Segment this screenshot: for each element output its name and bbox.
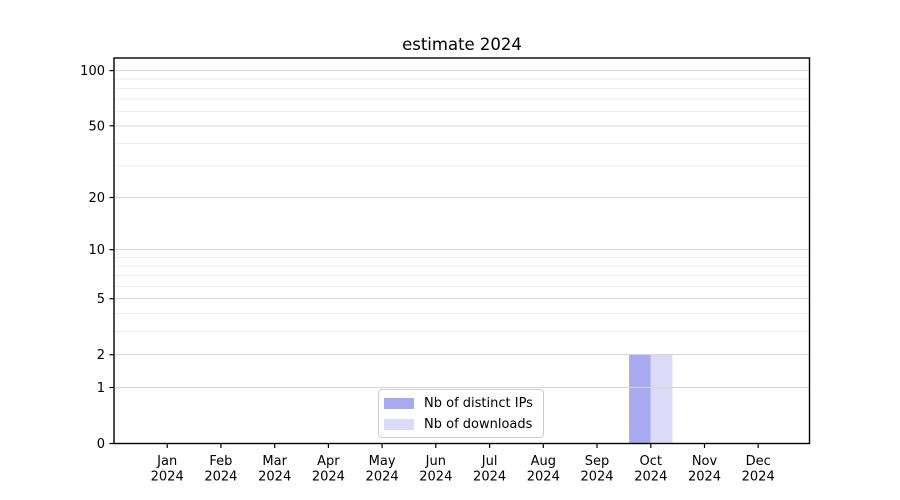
y-tick-label: 100 [80,64,105,79]
x-tick-label-year: 2024 [527,470,560,485]
x-tick-label-month: Aug [531,454,556,469]
legend: Nb of distinct IPs Nb of downloads [378,389,544,438]
x-tick-label-year: 2024 [688,470,721,485]
plot-border [113,57,811,445]
x-tick-label-year: 2024 [473,470,506,485]
legend-swatch-1 [384,418,414,430]
legend-swatch-0 [384,397,414,409]
x-tick-label-month: Jan [156,454,177,469]
bar-nb-of-downloads-oct [650,354,673,444]
x-tick-label-month: Feb [209,454,232,469]
x-tick-label-month: Nov [692,454,718,469]
x-tick-label-year: 2024 [634,470,667,485]
legend-label-1: Nb of downloads [424,416,533,432]
y-tick-label: 5 [97,292,105,307]
legend-label-0: Nb of distinct IPs [424,395,533,411]
y-tick-label: 10 [88,243,105,258]
y-tick-label: 1 [97,381,105,396]
x-tick-label-month: Dec [746,454,771,469]
y-tick-label: 2 [97,348,105,363]
x-tick-label-month: Jul [481,454,498,469]
x-tick-label-month: Sep [585,454,610,469]
bar-nb-of-distinct-ips-oct [629,354,651,444]
y-tick-label: 50 [88,119,105,134]
legend-entry-distinct-ips: Nb of distinct IPs [384,397,543,410]
legend-entry-downloads: Nb of downloads [384,418,543,431]
x-tick-label-month: Mar [262,454,287,469]
x-tick-label-year: 2024 [580,470,613,485]
x-tick-label-year: 2024 [258,470,291,485]
x-tick-label-year: 2024 [151,470,184,485]
x-tick-label-month: Apr [317,454,340,469]
y-tick-label: 20 [88,191,105,206]
x-tick-label-year: 2024 [204,470,237,485]
y-tick-label: 0 [97,437,105,452]
x-tick-label-month: Oct [640,454,662,469]
x-tick-label-month: Jun [425,454,446,469]
x-tick-label-year: 2024 [742,470,775,485]
chart-title: estimate 2024 [402,35,522,54]
x-tick-label-year: 2024 [366,470,399,485]
x-tick-label-month: May [369,454,396,469]
x-tick-label-year: 2024 [419,470,452,485]
x-tick-label-year: 2024 [312,470,345,485]
